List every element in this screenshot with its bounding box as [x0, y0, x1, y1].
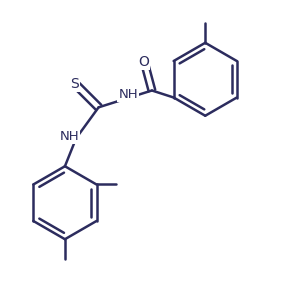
- Text: S: S: [70, 76, 79, 91]
- Text: O: O: [138, 55, 149, 69]
- Text: NH: NH: [118, 88, 138, 101]
- Text: NH: NH: [59, 130, 79, 143]
